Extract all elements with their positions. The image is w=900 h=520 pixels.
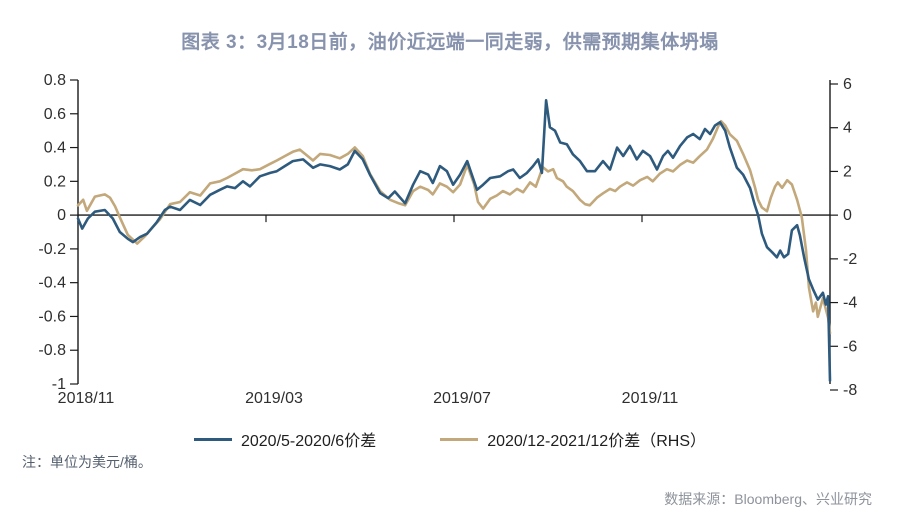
legend-label-far-spread: 2020/12-2021/12价差（RHS） — [487, 433, 706, 450]
x-axis-tick-label: 2019/03 — [245, 390, 303, 407]
legend-label-near-spread: 2020/5-2020/6价差 — [240, 433, 377, 450]
right-axis-tick-label: -8 — [843, 382, 857, 399]
chart-note: 注：单位为美元/桶。 — [22, 454, 152, 470]
x-axis-tick-label: 2019/11 — [622, 390, 679, 407]
right-axis-tick-label: 2 — [843, 163, 852, 180]
right-axis-tick-label: 4 — [843, 120, 852, 137]
right-axis-tick-label: -4 — [843, 295, 857, 312]
left-axis-tick-label: 0.2 — [44, 173, 66, 190]
left-axis-tick-label: 0 — [57, 207, 66, 224]
legend-swatch-far-spread — [440, 437, 479, 441]
right-axis-tick-label: 6 — [843, 76, 852, 93]
left-axis-tick-label: -0.6 — [38, 308, 66, 325]
legend-swatch-near-spread — [193, 437, 232, 441]
right-axis-tick-label: -6 — [843, 338, 857, 355]
left-axis-tick-label: 0.8 — [44, 72, 66, 89]
left-axis-tick-label: -1 — [52, 376, 66, 393]
legend-item-far-spread: 2020/12-2021/12价差（RHS） — [440, 427, 706, 451]
left-axis-tick-label: 0.6 — [44, 106, 66, 123]
x-axis-tick-label: 2019/07 — [433, 390, 491, 407]
series-line-near-spread — [76, 99, 832, 382]
left-axis-tick-label: -0.4 — [38, 275, 66, 292]
right-axis-tick-label: -2 — [843, 251, 857, 268]
left-axis-tick-label: 0.4 — [44, 140, 66, 157]
data-source: 数据来源：Bloomberg、兴业研究 — [664, 491, 872, 507]
x-axis-tick-label: 2018/11 — [58, 390, 115, 407]
left-axis-tick-label: -0.8 — [38, 342, 66, 359]
right-axis-tick-label: 0 — [843, 207, 852, 224]
chart-legend: 2020/5-2020/6价差 2020/12-2021/12价差（RHS） — [0, 427, 900, 451]
chart-title: 图表 3：3月18日前，油价近远端一同走弱，供需预期集体坍塌 — [181, 32, 719, 53]
legend-item-near-spread: 2020/5-2020/6价差 — [193, 427, 377, 451]
series-line-far-spread-rhs — [76, 119, 832, 335]
left-axis-tick-label: -0.2 — [38, 241, 66, 258]
